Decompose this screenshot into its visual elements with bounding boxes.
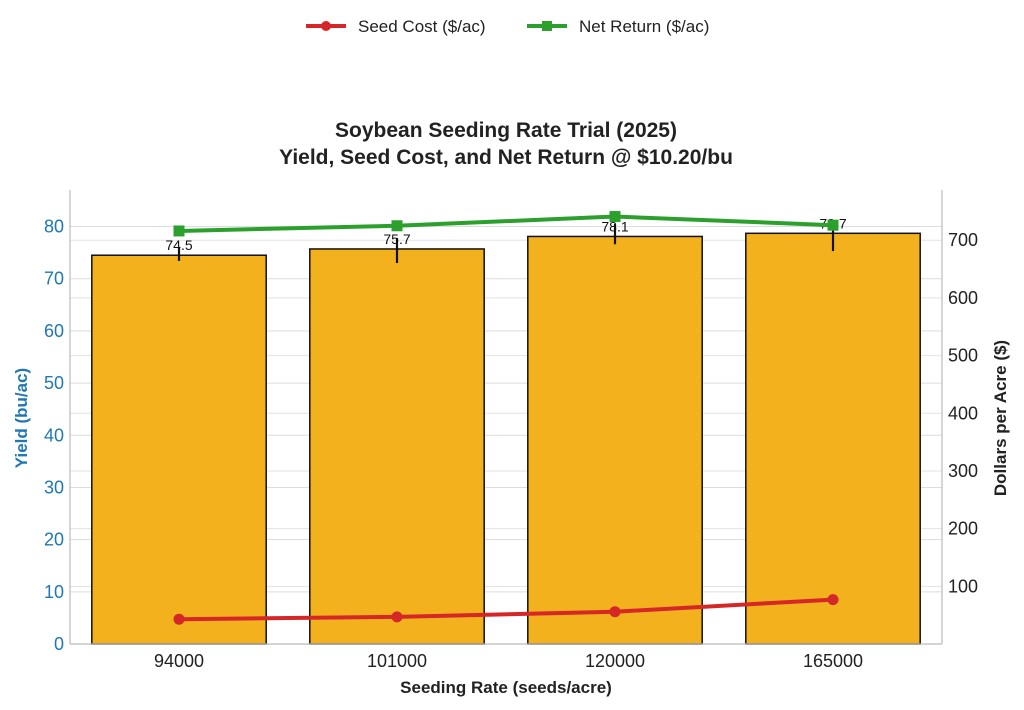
y-axis-label-right: Dollars per Acre ($)	[991, 340, 1010, 496]
y-tick-right-500: 500	[948, 346, 978, 366]
legend-net-return-label: Net Return ($/ac)	[579, 17, 709, 36]
y-tick-left-10: 10	[44, 582, 64, 602]
bar-94000	[91, 254, 267, 645]
x-tick-94000: 94000	[154, 651, 204, 671]
y-tick-left-20: 20	[44, 530, 64, 550]
point-net-return-ac-120000	[609, 211, 621, 223]
bar-value-label-120000: 78.1	[601, 218, 628, 234]
legend-seed-cost-marker	[321, 21, 331, 31]
y-tick-right-600: 600	[948, 288, 978, 308]
ticks-layer: 0 10 20 30 40 50 60 70 80 100 200 300 400 500 600 700 94…	[44, 217, 978, 671]
axes-layer	[69, 190, 943, 645]
point-seed-cost-ac-101000	[391, 611, 403, 623]
point-net-return-ac-94000	[173, 225, 185, 237]
line-net-return-ac	[178, 214, 834, 233]
point-seed-cost-ac-165000	[827, 594, 839, 606]
bar-value-label-101000: 75.7	[383, 231, 410, 247]
y-tick-left-70: 70	[44, 269, 64, 289]
y-tick-left-80: 80	[44, 217, 64, 237]
legend-item-net-return: Net Return ($/ac)	[527, 17, 709, 36]
x-axis-label: Seeding Rate (seeds/acre)	[400, 678, 612, 697]
y-tick-right-700: 700	[948, 230, 978, 250]
y-tick-left-40: 40	[44, 425, 64, 445]
bar-101000	[309, 248, 485, 645]
point-seed-cost-ac-120000	[609, 606, 621, 618]
chart-title-line-1: Soybean Seeding Rate Trial (2025)	[335, 119, 677, 142]
bars-layer	[91, 232, 921, 645]
point-seed-cost-ac-94000	[173, 613, 185, 625]
y-tick-left-60: 60	[44, 321, 64, 341]
line-seed-cost-ac	[178, 597, 834, 622]
legend-net-return-marker	[542, 21, 552, 31]
y-tick-left-50: 50	[44, 373, 64, 393]
y-tick-left-30: 30	[44, 477, 64, 497]
point-net-return-ac-165000	[827, 219, 839, 231]
x-tick-165000: 165000	[803, 651, 863, 671]
legend: Seed Cost ($/ac) Net Return ($/ac)	[306, 17, 709, 36]
y-tick-right-400: 400	[948, 403, 978, 423]
x-tick-120000: 120000	[585, 651, 645, 671]
chart-title-line-2: Yield, Seed Cost, and Net Return @ $10.2…	[279, 146, 733, 169]
bar-120000	[527, 235, 703, 645]
bar-value-label-94000: 74.5	[165, 237, 192, 253]
lines-layer	[173, 211, 839, 625]
y-tick-right-100: 100	[948, 576, 978, 596]
x-tick-101000: 101000	[367, 651, 427, 671]
y-axis-label-left: Yield (bu/ac)	[12, 368, 31, 468]
y-tick-right-300: 300	[948, 461, 978, 481]
y-tick-right-200: 200	[948, 519, 978, 539]
legend-seed-cost-label: Seed Cost ($/ac)	[358, 17, 486, 36]
y-tick-left-0: 0	[54, 634, 64, 654]
bar-165000	[745, 232, 921, 645]
point-net-return-ac-101000	[391, 220, 403, 232]
legend-item-seed-cost: Seed Cost ($/ac)	[306, 17, 486, 36]
